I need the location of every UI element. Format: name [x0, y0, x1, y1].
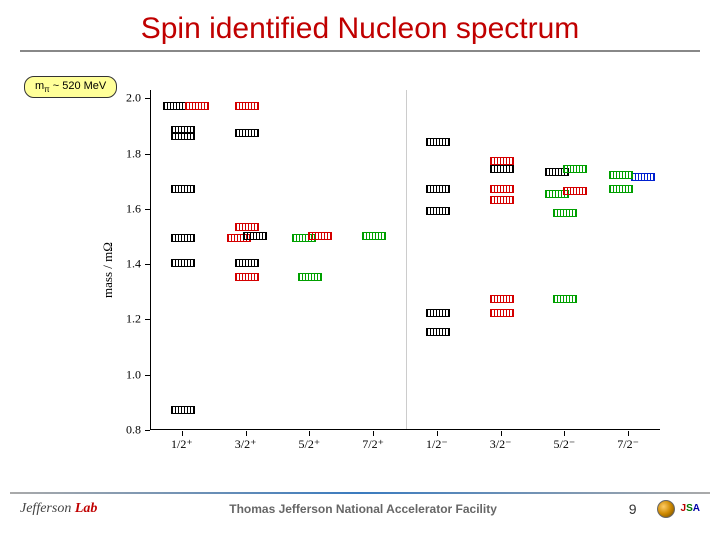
x-tick-label: 1/2⁻ — [426, 437, 448, 452]
mass-state — [490, 185, 514, 193]
x-tick-label: 1/2⁺ — [171, 437, 193, 452]
x-tick-label: 5/2⁻ — [554, 437, 576, 452]
title-rule — [20, 50, 700, 52]
mass-state — [235, 102, 259, 110]
mass-state — [426, 185, 450, 193]
mass-state — [490, 196, 514, 204]
mass-state — [426, 328, 450, 336]
footer: Jefferson Lab Thomas Jefferson National … — [0, 492, 720, 540]
y-tick-label: 1.0 — [126, 367, 141, 382]
mass-state — [171, 234, 195, 242]
jsa-logo: JSA — [657, 500, 700, 518]
mass-state — [609, 185, 633, 193]
y-tick-label: 2.0 — [126, 91, 141, 106]
y-tick-label: 1.4 — [126, 257, 141, 272]
mass-state — [553, 209, 577, 217]
mass-state — [563, 165, 587, 173]
mass-state — [171, 259, 195, 267]
mass-state — [163, 102, 187, 110]
mass-state — [490, 309, 514, 317]
x-tick-label: 5/2⁺ — [299, 437, 321, 452]
footer-rule — [10, 492, 710, 494]
y-tick-label: 1.8 — [126, 146, 141, 161]
mass-state — [235, 259, 259, 267]
x-tick-label: 7/2⁺ — [362, 437, 384, 452]
mass-state — [426, 309, 450, 317]
page-number: 9 — [629, 501, 637, 517]
y-tick-label: 0.8 — [126, 423, 141, 438]
parity-divider — [406, 90, 407, 429]
mass-state — [185, 102, 209, 110]
mass-state — [609, 171, 633, 179]
jlab-logo: Jefferson Lab — [20, 501, 97, 517]
footer-title: Thomas Jefferson National Accelerator Fa… — [97, 502, 628, 516]
mass-state — [308, 232, 332, 240]
mass-state — [235, 129, 259, 137]
mass-state — [171, 126, 195, 134]
y-axis-label: mass / mΩ — [100, 242, 116, 298]
mass-state — [563, 187, 587, 195]
spectrum-chart: mass / mΩ 0.8 1.0 1.2 1.4 1.6 1.8 2.0 1/2⁺ 3/2⁺ 5… — [100, 90, 670, 450]
y-tick-label: 1.2 — [126, 312, 141, 327]
mass-state — [235, 223, 259, 231]
mass-state — [171, 406, 195, 414]
mass-state — [426, 138, 450, 146]
mass-state — [426, 207, 450, 215]
mass-state — [631, 173, 655, 181]
x-tick-label: 7/2⁻ — [617, 437, 639, 452]
mass-state — [298, 273, 322, 281]
page-title: Spin identified Nucleon spectrum — [0, 0, 720, 50]
mass-state — [490, 165, 514, 173]
mass-state — [362, 232, 386, 240]
globe-icon — [657, 500, 675, 518]
mass-state — [553, 295, 577, 303]
plot-region — [150, 90, 660, 430]
mass-state — [243, 232, 267, 240]
x-tick-label: 3/2⁺ — [235, 437, 257, 452]
y-tick-label: 1.6 — [126, 201, 141, 216]
mass-state — [235, 273, 259, 281]
mass-state — [490, 295, 514, 303]
x-tick-label: 3/2⁻ — [490, 437, 512, 452]
mass-state — [171, 185, 195, 193]
mass-state — [490, 157, 514, 165]
